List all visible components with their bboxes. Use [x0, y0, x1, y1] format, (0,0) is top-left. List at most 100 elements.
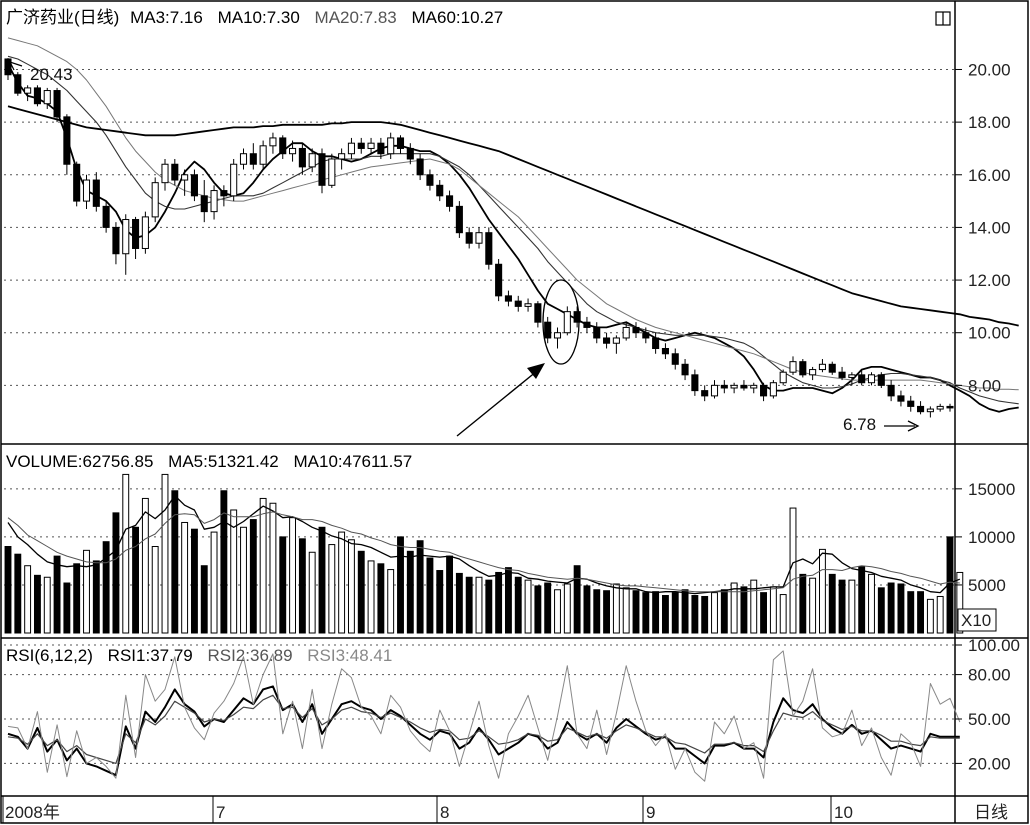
volume-bar: [151, 546, 159, 634]
price-axis-label: 8.00: [968, 376, 1001, 395]
ma10-label: MA10:7.30: [218, 8, 300, 27]
volume-bar: [357, 550, 365, 634]
volume-bar: [848, 579, 856, 634]
volume-bar: [53, 555, 61, 634]
candle-body: [661, 348, 669, 355]
candle-body: [230, 163, 238, 197]
arrow-icon: [456, 363, 545, 437]
candle-body: [357, 142, 365, 149]
volume-bar: [465, 576, 473, 634]
candle-body: [279, 137, 287, 155]
candle-body: [181, 174, 189, 181]
candle-body: [132, 219, 140, 249]
candle-body: [563, 311, 571, 334]
candle-body: [475, 232, 483, 244]
volume-bar: [652, 591, 660, 634]
volume-bar: [308, 551, 316, 634]
volume-bar: [73, 563, 81, 634]
volume-bar: [495, 571, 503, 634]
volume-bar: [426, 557, 434, 634]
candle-body: [917, 405, 925, 413]
square-icon[interactable]: [935, 11, 951, 26]
volume-bar: [230, 509, 238, 634]
volume-axis-label: 10000: [968, 528, 1015, 547]
candle-body: [691, 374, 699, 392]
volume-bar: [406, 550, 414, 634]
volume-bar: [711, 592, 718, 634]
candle-body: [33, 87, 41, 105]
right-arrow-icon: [884, 420, 920, 432]
candle-body: [249, 153, 257, 165]
candle-body: [14, 74, 22, 94]
volume-bar: [858, 566, 866, 634]
volume-bar: [397, 536, 404, 634]
candle-body: [338, 153, 346, 160]
volume-bar: [544, 582, 552, 634]
volume-label: VOLUME:62756.85: [6, 452, 153, 471]
price-header: 广济药业(日线) MA3:7.16 MA10:7.30 MA20:7.83 MA…: [6, 8, 503, 27]
candle-body: [24, 87, 32, 94]
volume-bar: [583, 585, 591, 634]
candle-body: [455, 205, 463, 234]
volume-bar: [377, 563, 385, 634]
volume-bar: [730, 582, 738, 634]
axis-ticks: 20.00 18.00 16.00 14.00 12.00 10.00 8.00 15000 1…: [955, 60, 1020, 773]
volume-unit-box: X10: [957, 608, 997, 632]
volume-bar: [63, 582, 71, 634]
volume-bar: [141, 497, 149, 634]
volume-bar: [92, 560, 100, 634]
candle-body: [377, 142, 385, 155]
candle-body: [82, 179, 91, 202]
volume-bar: [877, 587, 885, 634]
volume-bar: [809, 577, 817, 634]
rsi2-label: RSI2:36.89: [207, 646, 292, 665]
rsi1-label: RSI1:37.79: [108, 646, 193, 665]
candle-body: [367, 142, 375, 149]
volume-bar: [632, 590, 640, 634]
candle-body: [426, 174, 434, 186]
ma60-line: [7, 105, 1019, 327]
rsi3-line: [7, 650, 961, 782]
candle-body: [671, 353, 679, 365]
candle-body: [102, 205, 110, 228]
volume-bar: [14, 553, 22, 634]
candle-body: [809, 369, 817, 376]
volume-bar: [838, 579, 846, 634]
volume-bar: [83, 549, 90, 634]
volume-bar: [190, 528, 198, 634]
time-label-aug: 8: [440, 803, 449, 822]
candle-body: [289, 147, 297, 155]
volume-bar: [573, 565, 581, 634]
volume-bar: [897, 583, 905, 634]
volume-bar: [347, 539, 355, 634]
volume-bar: [279, 536, 287, 634]
ma20-label: MA20:7.83: [315, 8, 397, 27]
volume-header: VOLUME:62756.85 MA5:51321.42 MA10:47611.…: [6, 452, 412, 471]
time-label-year: 2008年: [5, 803, 60, 822]
volume-bar: [338, 531, 346, 634]
volume-bar: [4, 546, 12, 634]
candle-body: [789, 361, 797, 373]
rsi-title: RSI(6,12,2): [6, 646, 93, 665]
rsi1-line: [7, 685, 960, 777]
volume-bar: [220, 490, 228, 634]
volume-bar: [593, 589, 601, 634]
volume-bar: [907, 591, 915, 634]
rsi-axis-label: 80.00: [968, 666, 1011, 685]
price-axis-label: 14.00: [968, 218, 1011, 237]
candle-body: [534, 303, 542, 323]
candle-body: [141, 216, 149, 249]
candle-body: [43, 90, 51, 105]
candle-body: [720, 384, 728, 389]
volume-bar: [161, 473, 169, 634]
candle-body: [769, 382, 777, 397]
period-label[interactable]: 日线: [974, 803, 1008, 822]
candle-body: [612, 337, 620, 344]
candle-body: [642, 332, 650, 339]
candle-body: [347, 142, 355, 155]
volume-bar: [750, 579, 758, 634]
volume-bar: [554, 589, 561, 634]
volume-bar: [524, 579, 532, 634]
ma3-line: [7, 63, 1019, 413]
